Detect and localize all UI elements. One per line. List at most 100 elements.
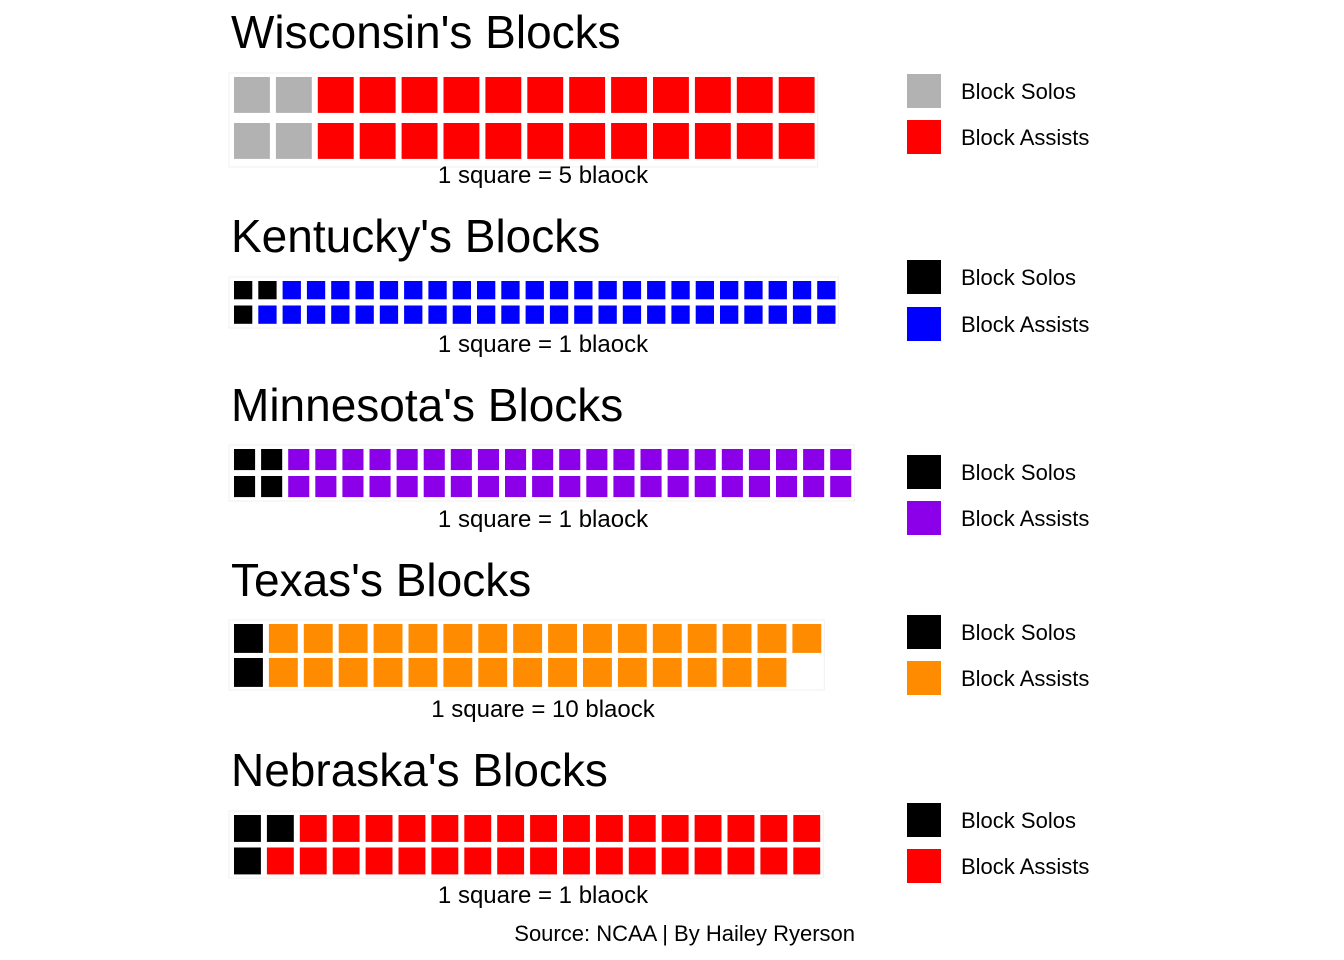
waffle-square-block-assists [464,815,492,842]
waffle-square-block-assists [464,847,492,875]
waffle-square-block-assists [569,123,606,159]
waffle-square-block-assists [532,476,554,498]
waffle-square-block-assists [721,476,743,498]
waffle-square-block-assists [288,476,310,498]
waffle-square-block-solos [266,815,294,842]
waffle-square-block-solos [234,281,253,300]
waffle-square-block-assists [485,77,522,113]
waffle-square-block-assists [748,476,770,498]
waffle-square-block-assists [530,815,557,842]
waffle-square-block-assists [404,305,423,324]
waffle-square-block-assists [694,476,716,498]
waffle-square-block-assists [423,476,445,498]
waffle-square-block-assists [408,658,438,687]
waffle-square-block-assists [768,305,787,324]
waffle-square-block-assists [653,77,689,113]
waffle-square-block-assists [613,449,635,471]
waffle-square-block-assists [359,123,396,159]
waffle-square-block-assists [299,847,327,875]
panel-title: Minnesota's Blocks [231,379,623,431]
waffle-square-block-assists [452,281,471,300]
waffle-square-block-assists [365,815,393,842]
source-note: Source: NCAA | By Hailey Ryerson [514,921,855,946]
waffle-square-block-assists [548,658,577,687]
panel-caption: 1 square = 5 blaock [438,162,649,189]
waffle-square-block-assists [748,449,770,471]
waffle-square-block-assists [268,658,298,687]
waffle-square-block-assists [525,281,544,300]
waffle-square-block-assists [768,281,787,300]
panel-legend: Block Solos Block Assists [907,455,1089,535]
legend-label-block-assists: Block Assists [961,506,1089,531]
waffle-square-block-assists [401,123,438,159]
waffle-square-block-assists [727,847,755,875]
waffle-panel: Wisconsin's Blocks 1 square = 5 blaock Blo… [228,6,1089,189]
waffle-square-block-assists [647,305,666,324]
waffle-square-block-assists [617,624,647,653]
legend-key-block-assists [907,120,941,154]
waffle-square-block-assists [282,281,301,300]
waffle-square-block-assists [485,123,522,159]
waffle-square-block-assists [687,624,717,653]
waffle-square-block-assists [373,624,403,653]
waffle-square-block-assists [652,658,682,687]
waffle-square-block-assists [653,123,689,159]
legend-key-block-assists [907,307,941,341]
waffle-square-block-assists [776,449,798,471]
waffle-square-block-assists [792,305,812,324]
panel-legend: Block Solos Block Assists [907,615,1089,695]
waffle-square-block-assists [497,847,525,875]
waffle-square-block-assists [598,305,617,324]
panel-caption: 1 square = 1 blaock [438,331,649,358]
waffle-square-block-assists [611,123,647,159]
waffle-square-block-assists [452,305,471,324]
waffle-square-block-assists [258,305,277,324]
waffle-square-block-assists [720,281,739,300]
legend-label-block-assists: Block Assists [961,312,1089,337]
waffle-square-block-assists [497,815,525,842]
waffle-square-block-assists [513,624,543,653]
waffle-square-block-assists [760,847,788,875]
waffle-square-block-assists [559,449,581,471]
waffle-square-block-assists [817,281,836,300]
legend-key-block-assists [907,661,941,695]
waffle-square-block-assists [661,815,689,842]
waffle-square-block-assists [559,476,581,498]
panel-legend: Block Solos Block Assists [907,803,1089,883]
waffle-panel: Nebraska's Blocks 1 square = 1 blaock Bloc… [228,744,1089,909]
waffle-square-block-solos [275,77,312,113]
waffle-square-block-assists [694,123,731,159]
waffle-square-block-assists [478,658,508,687]
waffle-square-block-assists [299,815,327,842]
waffle-square-block-assists [505,449,527,471]
waffle-square-block-assists [338,624,368,653]
waffle-square-block-assists [744,305,763,324]
waffle-square-block-assists [598,281,617,300]
waffle-square-block-assists [640,476,662,498]
waffle-square-block-assists [792,281,812,300]
waffle-square-block-assists [736,77,773,113]
waffle-square-block-assists [595,815,623,842]
waffle-square-block-solos [234,476,256,498]
waffle-square-block-solos [258,281,277,300]
waffle-square-block-assists [687,658,717,687]
waffle-square-block-assists [342,449,364,471]
waffle-square-block-assists [396,449,418,471]
waffle-square-block-assists [317,77,354,113]
waffle-square-block-assists [443,123,480,159]
waffle-square-block-assists [306,281,326,300]
waffle-square-block-assists [628,815,656,842]
waffle-square-block-assists [776,476,798,498]
waffle-square-block-solos [234,305,253,324]
waffle-square-block-assists [647,281,666,300]
waffle-square-block-assists [694,449,716,471]
waffle-square-block-solos [234,624,263,653]
waffle-square-block-assists [398,815,426,842]
legend-label-block-solos: Block Solos [961,808,1076,833]
waffle-square-block-assists [288,449,310,471]
waffle-square-block-assists [303,624,333,653]
waffle-square-block-assists [613,476,635,498]
waffle-square-block-assists [720,305,739,324]
waffle-square-block-assists [574,281,593,300]
